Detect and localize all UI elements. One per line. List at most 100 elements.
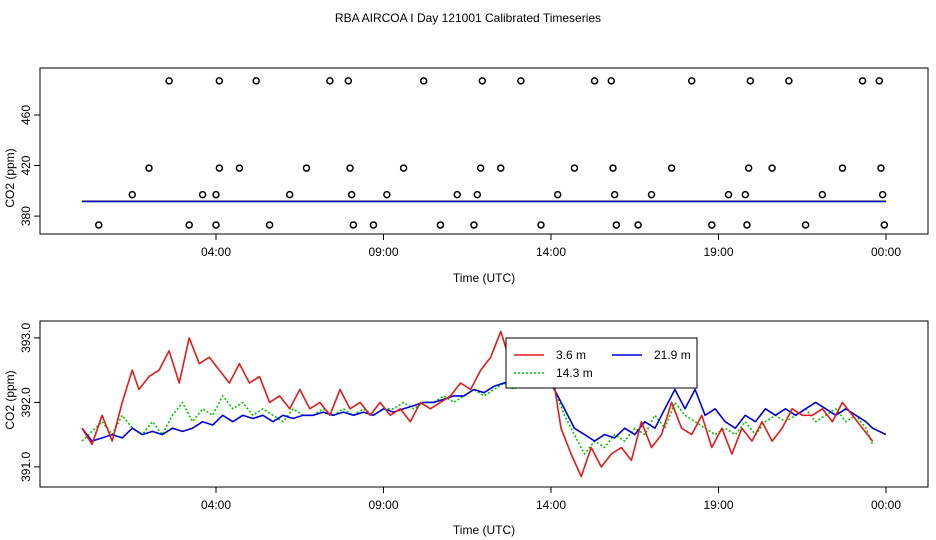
- x-tick-label: 19:00: [703, 245, 733, 259]
- y-tick-label: 393.0: [19, 323, 33, 353]
- y-tick-label: 460: [19, 105, 33, 125]
- legend: 3.6 m 21.9 m 14.3 m: [505, 337, 698, 389]
- data-point: [476, 164, 485, 172]
- data-point: [473, 190, 482, 199]
- data-point: [687, 77, 696, 85]
- x-tick-label: 09:00: [368, 245, 398, 259]
- data-point: [478, 77, 487, 85]
- data-point: [497, 164, 505, 172]
- data-point: [858, 77, 867, 85]
- data-point: [145, 164, 153, 172]
- series-group: [81, 330, 887, 478]
- data-point: [198, 190, 207, 199]
- data-point: [369, 221, 378, 229]
- legend-box: [505, 337, 698, 389]
- y-tick-label: 380: [19, 206, 33, 226]
- data-point: [285, 190, 294, 199]
- data-point: [880, 221, 889, 229]
- data-point: [647, 190, 656, 199]
- data-point: [708, 221, 716, 229]
- data-point: [212, 190, 220, 199]
- data-point: [838, 164, 847, 172]
- x-axis-label: Time (UTC): [453, 271, 515, 285]
- y-axis: 380 420 460: [19, 105, 40, 226]
- data-point: [265, 221, 274, 229]
- y-axis-label: CO2 (ppm): [3, 148, 17, 207]
- legend-label-14-3m: 14.3 m: [556, 366, 593, 380]
- data-point: [302, 164, 311, 172]
- data-point: [609, 164, 617, 172]
- data-point: [399, 164, 408, 172]
- x-axis: 04:00 09:00 14:00 19:00 00:00: [201, 487, 901, 512]
- y-tick-label: 391.0: [19, 452, 33, 482]
- y-axis-label: CO2 (ppm): [3, 370, 17, 429]
- data-point: [346, 164, 354, 172]
- y-axis: 391.0 392.0 393.0: [19, 323, 40, 482]
- data-point: [590, 77, 599, 85]
- plot-frame: [39, 320, 929, 488]
- data-point: [95, 221, 103, 229]
- x-axis: 04:00 09:00 14:00 19:00 00:00: [201, 234, 901, 259]
- data-point: [349, 221, 358, 229]
- data-point: [470, 221, 478, 229]
- data-point: [419, 77, 428, 85]
- x-tick-label: 19:00: [703, 498, 733, 512]
- series-line: [81, 372, 887, 442]
- data-point: [607, 77, 616, 85]
- data-point: [537, 221, 545, 229]
- data-point: [878, 190, 887, 199]
- data-point: [570, 164, 579, 172]
- scatter-panel: 380 420 460 04:00 09:00 14:00 19:00 00:00 CO2 …: [3, 67, 929, 285]
- data-point: [128, 190, 136, 199]
- data-point: [744, 164, 753, 172]
- data-point: [344, 77, 353, 85]
- x-tick-label: 04:00: [201, 245, 231, 259]
- data-point: [517, 77, 525, 85]
- data-point: [326, 77, 334, 85]
- data-point: [667, 164, 676, 172]
- points-group: [95, 77, 889, 229]
- data-point: [553, 190, 562, 199]
- x-axis-label: Time (UTC): [453, 523, 515, 537]
- data-point: [252, 77, 260, 85]
- x-tick-label: 14:00: [536, 498, 566, 512]
- line-panel: 391.0 392.0 393.0 04:00 09:00 14:00 19:00 00:0…: [3, 320, 929, 537]
- data-point: [877, 164, 885, 172]
- data-point: [347, 190, 356, 199]
- data-point: [212, 221, 220, 229]
- data-point: [875, 77, 884, 85]
- data-point: [165, 77, 173, 85]
- data-point: [610, 190, 619, 199]
- series-line: [81, 330, 874, 478]
- plot-frame: [39, 67, 929, 235]
- data-point: [185, 221, 193, 229]
- data-point: [724, 190, 733, 199]
- data-point: [235, 164, 244, 172]
- x-tick-label: 00:00: [871, 498, 901, 512]
- legend-label-21-9m: 21.9 m: [654, 348, 691, 362]
- data-point: [215, 77, 224, 85]
- data-point: [634, 221, 642, 229]
- x-tick-label: 14:00: [536, 245, 566, 259]
- data-point: [612, 221, 621, 229]
- data-point: [746, 77, 755, 85]
- data-point: [741, 190, 750, 199]
- data-point: [436, 221, 445, 229]
- data-point: [453, 190, 461, 199]
- data-point: [785, 77, 793, 85]
- x-tick-label: 00:00: [871, 245, 901, 259]
- data-point: [215, 164, 224, 172]
- y-tick-label: 392.0: [19, 387, 33, 417]
- data-point: [801, 221, 810, 229]
- legend-label-3-6m: 3.6 m: [556, 348, 586, 362]
- data-point: [743, 221, 751, 229]
- x-tick-label: 09:00: [368, 498, 398, 512]
- series-line: [81, 369, 874, 455]
- data-point: [383, 190, 391, 199]
- y-tick-label: 420: [19, 155, 33, 175]
- data-point: [818, 190, 827, 199]
- data-point: [768, 164, 776, 172]
- x-tick-label: 04:00: [201, 498, 231, 512]
- figure-title: RBA AIRCOA I Day 121001 Calibrated Times…: [335, 11, 601, 25]
